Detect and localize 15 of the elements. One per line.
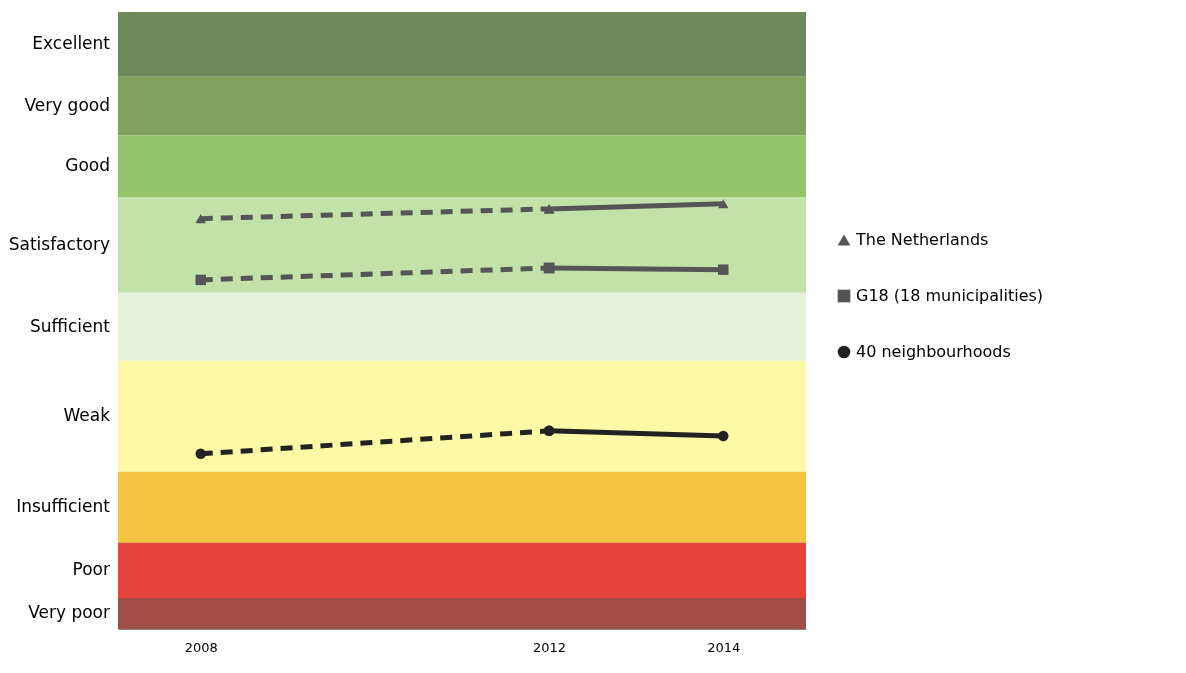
band-label: Satisfactory [8, 233, 110, 254]
band-label: Sufficient [30, 315, 111, 336]
band-label: Insufficient [16, 496, 111, 517]
band-label: Excellent [32, 33, 111, 54]
band-label: Very good [24, 94, 110, 115]
x-tick-label: 2012 [533, 639, 567, 655]
legend-label: G18 (18 municipalities) [856, 286, 1044, 305]
band-label: Weak [63, 405, 111, 426]
band-label: Very poor [28, 602, 110, 623]
band-label: Good [65, 155, 110, 176]
x-tick-label: 2014 [707, 639, 741, 655]
legend-label: 40 neighbourhoods [856, 342, 1011, 361]
band-label: Poor [72, 559, 111, 580]
legend-label: The Netherlands [855, 230, 989, 249]
x-tick-label: 2008 [184, 639, 218, 655]
